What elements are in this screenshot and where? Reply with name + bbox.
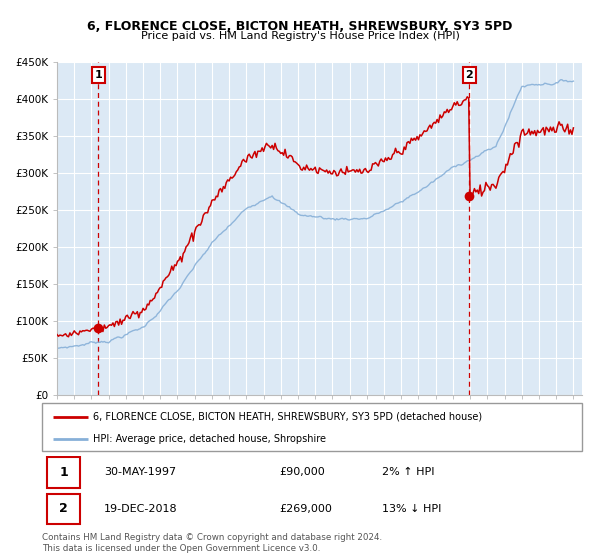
Text: HPI: Average price, detached house, Shropshire: HPI: Average price, detached house, Shro… <box>94 434 326 444</box>
Text: £90,000: £90,000 <box>280 468 325 478</box>
Text: 2% ↑ HPI: 2% ↑ HPI <box>382 468 434 478</box>
Text: £269,000: £269,000 <box>280 504 332 514</box>
Text: 2: 2 <box>466 70 473 80</box>
FancyBboxPatch shape <box>42 403 582 451</box>
FancyBboxPatch shape <box>47 457 80 488</box>
Text: Price paid vs. HM Land Registry's House Price Index (HPI): Price paid vs. HM Land Registry's House … <box>140 31 460 41</box>
Text: 6, FLORENCE CLOSE, BICTON HEATH, SHREWSBURY, SY3 5PD (detached house): 6, FLORENCE CLOSE, BICTON HEATH, SHREWSB… <box>94 412 482 422</box>
Text: 1: 1 <box>59 466 68 479</box>
Text: 6, FLORENCE CLOSE, BICTON HEATH, SHREWSBURY, SY3 5PD: 6, FLORENCE CLOSE, BICTON HEATH, SHREWSB… <box>88 20 512 32</box>
Text: Contains HM Land Registry data © Crown copyright and database right 2024.
This d: Contains HM Land Registry data © Crown c… <box>42 533 382 553</box>
Text: 19-DEC-2018: 19-DEC-2018 <box>104 504 178 514</box>
Text: 30-MAY-1997: 30-MAY-1997 <box>104 468 176 478</box>
Text: 2: 2 <box>59 502 68 515</box>
Text: 13% ↓ HPI: 13% ↓ HPI <box>382 504 442 514</box>
FancyBboxPatch shape <box>47 493 80 524</box>
Text: 1: 1 <box>95 70 103 80</box>
